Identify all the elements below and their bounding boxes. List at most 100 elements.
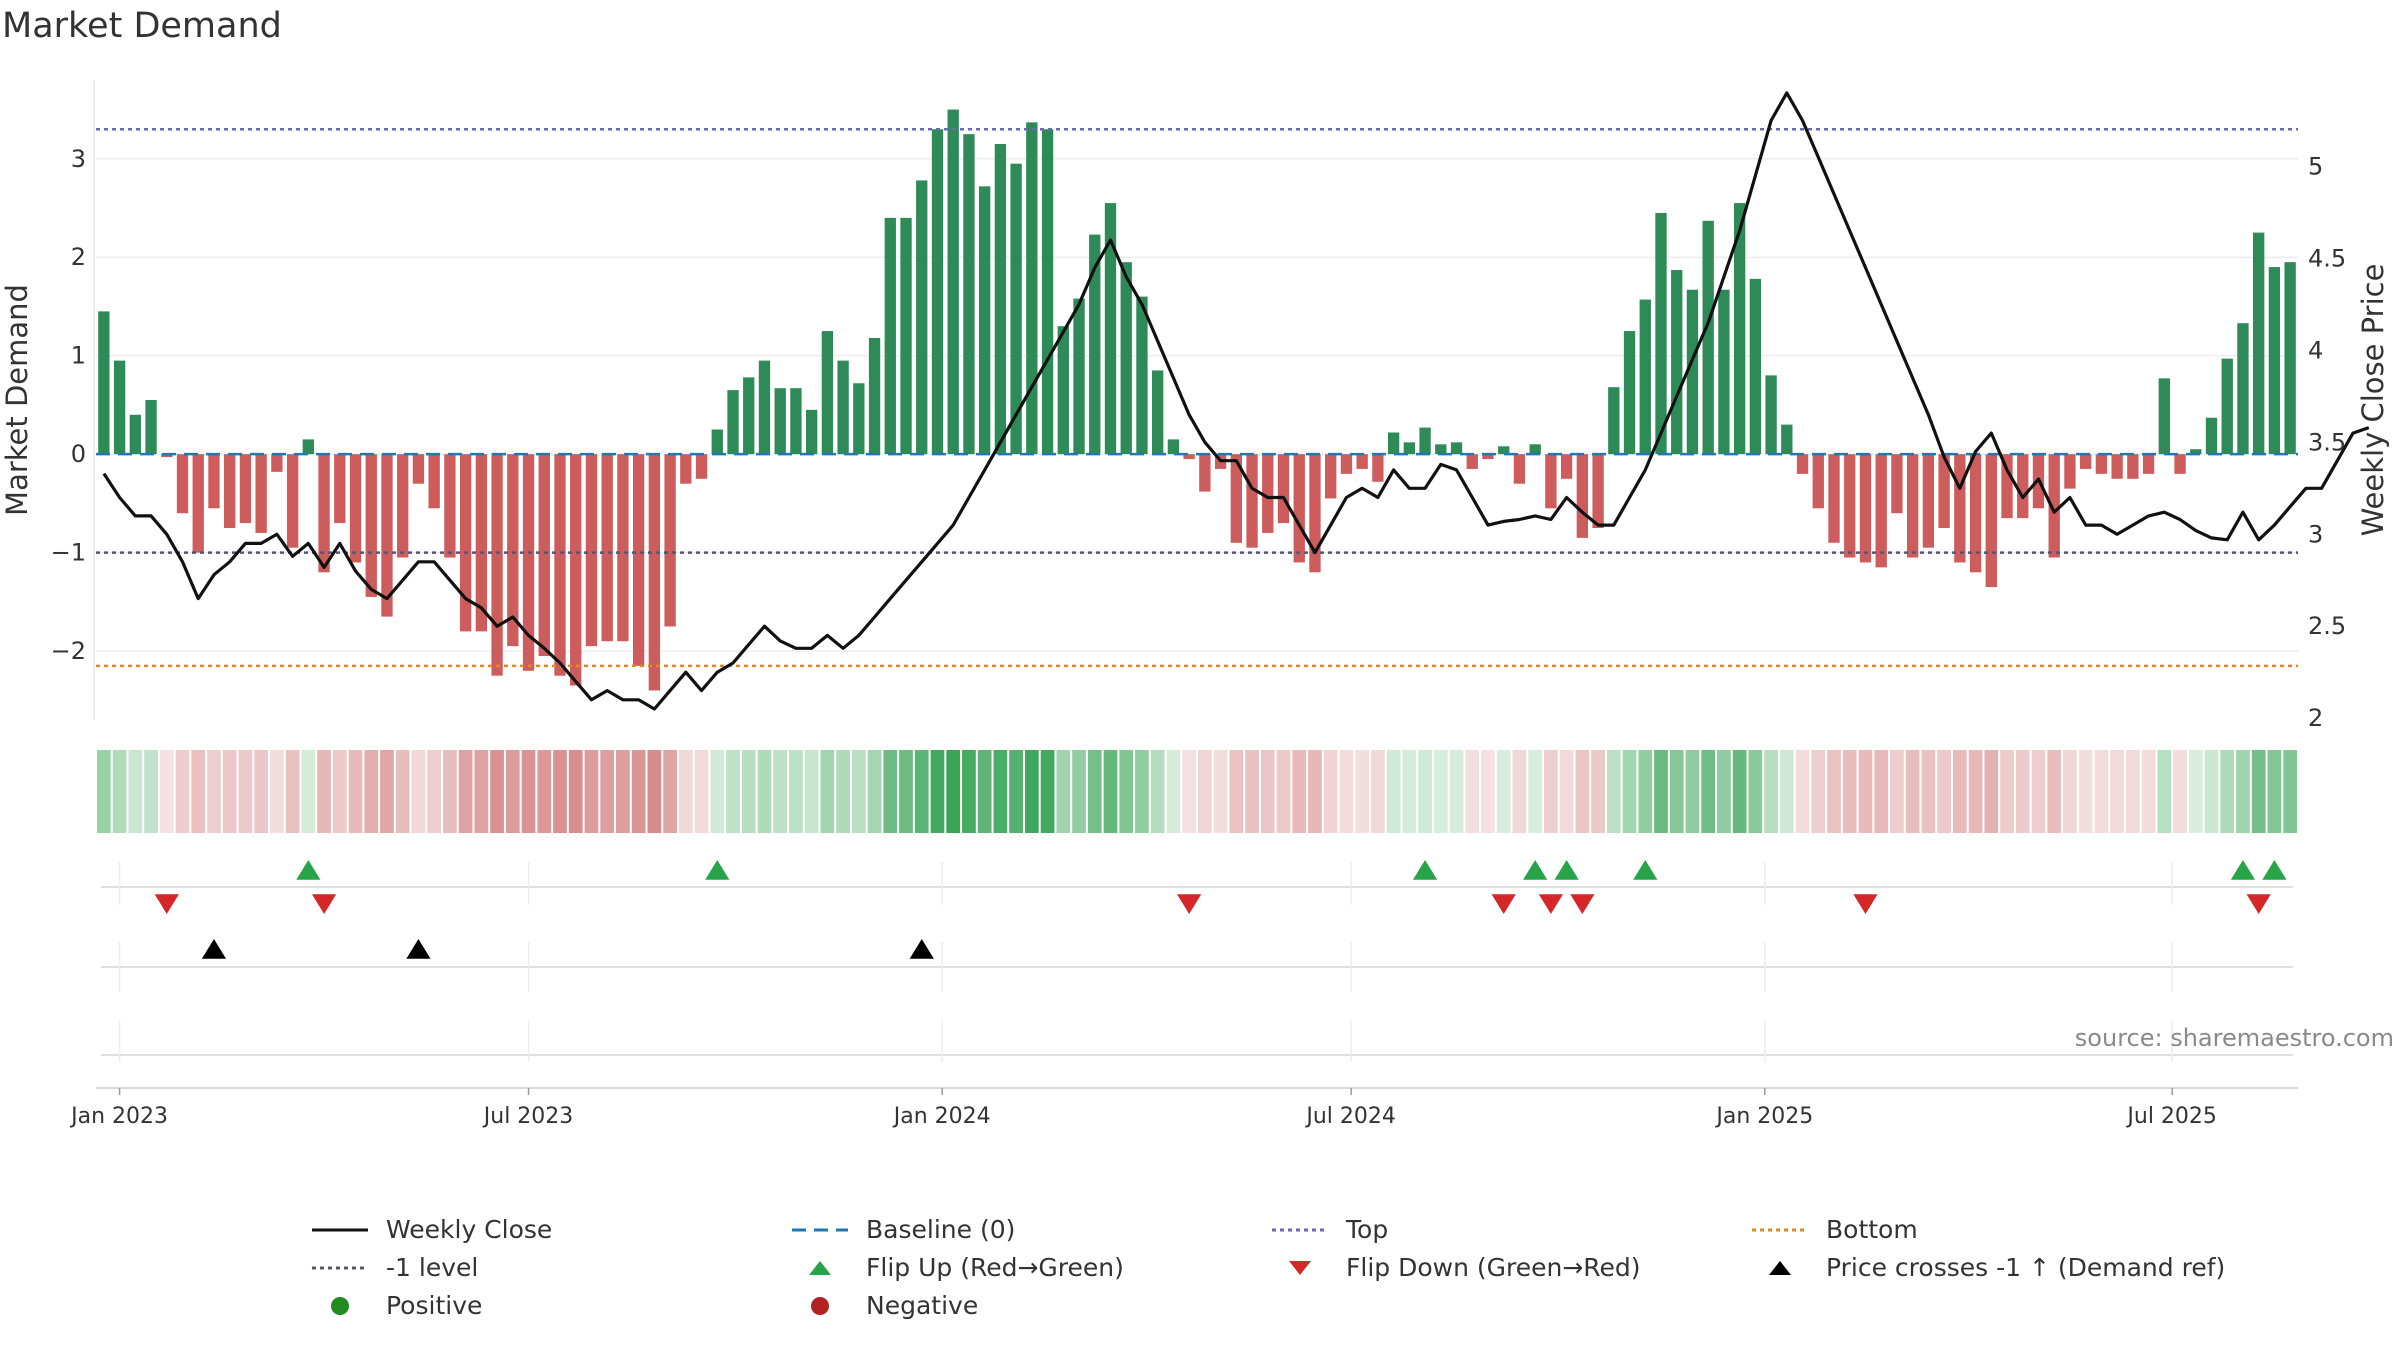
demand-bar bbox=[1686, 289, 1699, 455]
heat-strip-cell bbox=[175, 750, 190, 833]
demand-bar bbox=[1403, 442, 1415, 455]
demand-bar bbox=[821, 331, 834, 455]
heat-strip-cell bbox=[97, 750, 111, 833]
heat-strip-cell bbox=[1465, 750, 1480, 833]
demand-bar bbox=[2253, 232, 2265, 455]
event-markers bbox=[101, 860, 2293, 1062]
x-axis: Jan 2023 Jul 2023 Jan 2024 Jul 2024 Jan 2025… bbox=[69, 1087, 2298, 1129]
demand-bar bbox=[1749, 278, 1762, 455]
heat-strip-cell bbox=[946, 750, 961, 833]
heat-strip-cell bbox=[647, 750, 662, 833]
demand-bar bbox=[1954, 454, 1966, 563]
demand-bar bbox=[758, 360, 771, 455]
y-tick-label: 0 bbox=[71, 440, 86, 468]
demand-bar bbox=[774, 388, 786, 455]
heat-strip-cell bbox=[1795, 750, 1810, 833]
y-tick-label: −1 bbox=[51, 539, 86, 567]
demand-bar bbox=[1529, 444, 1541, 455]
x-tick-label: Jan 2024 bbox=[892, 1104, 991, 1129]
demand-bar bbox=[2111, 454, 2123, 479]
demand-bar bbox=[2237, 323, 2249, 455]
demand-bar bbox=[1671, 270, 1683, 455]
flip-down-marker bbox=[2246, 894, 2271, 914]
heat-strip-cell bbox=[207, 750, 221, 833]
heat-strip-cell bbox=[1654, 750, 1668, 833]
demand-bar bbox=[2205, 417, 2218, 455]
heat-strip-cell bbox=[1308, 750, 1322, 833]
demand-bar bbox=[412, 454, 425, 484]
legend-flip-down: Flip Down (Green→Red) bbox=[1270, 1253, 1641, 1282]
demand-bar bbox=[1136, 296, 1148, 455]
x-tick-label: Jul 2023 bbox=[482, 1104, 574, 1129]
demand-bar bbox=[302, 439, 314, 455]
demand-bar bbox=[176, 454, 189, 514]
triangle-up-icon bbox=[1769, 1260, 1791, 1275]
heat-strip-cell bbox=[1748, 750, 1763, 833]
demand-bar bbox=[255, 454, 267, 533]
demand-bar bbox=[2190, 449, 2202, 455]
demand-bar bbox=[884, 217, 896, 455]
demand-bar bbox=[632, 454, 645, 666]
demand-bar bbox=[349, 454, 362, 563]
demand-bar bbox=[900, 217, 912, 455]
demand-bar bbox=[522, 454, 535, 671]
heat-strip-cell bbox=[2015, 750, 2030, 833]
heat-strip-cell bbox=[1638, 750, 1653, 833]
demand-bar bbox=[1230, 454, 1242, 543]
demand-bar bbox=[1010, 163, 1022, 455]
demand-bar bbox=[1387, 432, 1400, 455]
heat-strip-cell bbox=[773, 750, 788, 833]
demand-bar bbox=[837, 360, 849, 455]
heat-strip-cell bbox=[962, 750, 976, 833]
heat-strip-cell bbox=[1842, 750, 1857, 833]
demand-bar bbox=[648, 454, 661, 691]
legend-label: -1 level bbox=[386, 1253, 479, 1282]
heat-strip-cell bbox=[1811, 750, 1826, 833]
heat-strip-cell bbox=[820, 750, 835, 833]
heat-strip-cell bbox=[804, 750, 819, 833]
heat-strip-cell bbox=[1245, 750, 1259, 833]
heat-strip-cell bbox=[1292, 750, 1307, 833]
legend-label: Baseline (0) bbox=[866, 1215, 1016, 1244]
demand-bar bbox=[1781, 424, 1793, 455]
demand-bar bbox=[1246, 454, 1258, 548]
legend-top: Top bbox=[1270, 1215, 1388, 1244]
heat-strip-cell bbox=[600, 750, 615, 833]
heat-strip-cell bbox=[1103, 750, 1118, 833]
flip-down-marker bbox=[311, 894, 337, 914]
heat-strip-cell bbox=[1858, 750, 1873, 833]
demand-bar bbox=[743, 377, 755, 455]
demand-bar bbox=[507, 454, 519, 647]
heat-strip-cell bbox=[1166, 750, 1181, 833]
legend-label: Positive bbox=[386, 1291, 483, 1320]
demand-bar bbox=[1513, 454, 1526, 484]
demand-bar bbox=[271, 454, 283, 472]
demand-bar bbox=[365, 454, 377, 597]
heat-strip-cell bbox=[1874, 750, 1889, 833]
dashed-line-swatch-icon bbox=[792, 1228, 848, 1231]
y2-tick-label: 2 bbox=[2308, 704, 2323, 732]
heat-strip-cell bbox=[631, 750, 646, 833]
demand-bar bbox=[1718, 289, 1730, 455]
x-tick-label: Jan 2025 bbox=[1714, 1104, 1813, 1129]
demand-bar bbox=[1057, 326, 1069, 455]
heat-strip-cell bbox=[521, 750, 536, 833]
y2-tick-label: 4.5 bbox=[2308, 244, 2346, 272]
heat-strip-cell bbox=[710, 750, 725, 833]
demand-bar bbox=[963, 134, 975, 455]
demand-bar bbox=[161, 454, 173, 458]
heat-strip-cell bbox=[1779, 750, 1794, 833]
heat-strip-cell bbox=[380, 750, 394, 833]
heat-strip-cell bbox=[112, 750, 127, 833]
demand-bar bbox=[1796, 454, 1809, 474]
heat-strip-cell bbox=[2204, 750, 2219, 833]
heat-strip-cell bbox=[553, 750, 567, 833]
heat-strip-cell bbox=[1276, 750, 1291, 833]
flip-down-marker bbox=[154, 894, 179, 914]
demand-bar bbox=[1592, 454, 1604, 528]
demand-bar bbox=[711, 429, 723, 455]
demand-bar bbox=[538, 454, 550, 656]
heat-strip-cell bbox=[270, 750, 284, 833]
heat-strip-cell bbox=[427, 750, 442, 833]
heat-strip-cell bbox=[977, 750, 992, 833]
